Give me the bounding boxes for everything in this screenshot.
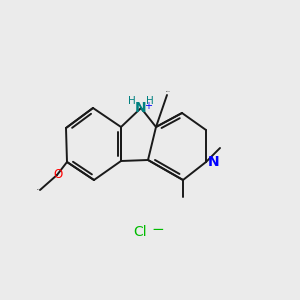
Text: O: O bbox=[53, 169, 63, 182]
Text: Cl: Cl bbox=[133, 225, 147, 239]
Text: −: − bbox=[152, 223, 164, 238]
Text: N: N bbox=[135, 101, 147, 115]
Text: N: N bbox=[208, 155, 220, 169]
Text: H: H bbox=[128, 96, 136, 106]
Text: methoxy: methoxy bbox=[37, 189, 43, 190]
Text: +: + bbox=[144, 101, 152, 111]
Text: methyl: methyl bbox=[166, 91, 170, 92]
Text: H: H bbox=[146, 96, 154, 106]
